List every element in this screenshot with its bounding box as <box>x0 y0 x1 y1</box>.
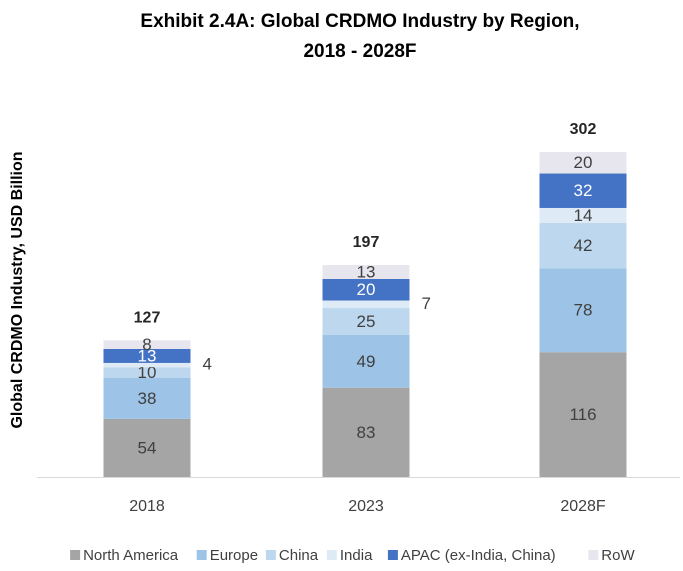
legend-label: China <box>279 547 319 564</box>
legend-swatch <box>70 550 81 560</box>
data-label: 54 <box>138 438 157 457</box>
bar-segment <box>539 152 627 174</box>
bar-segment <box>103 418 191 477</box>
data-label: 38 <box>138 389 157 408</box>
x-tick-label: 2028F <box>560 498 606 515</box>
x-tick-label: 2018 <box>129 498 165 515</box>
bar-segment <box>103 367 191 378</box>
bar-segment <box>322 264 410 279</box>
total-label: 127 <box>134 310 161 327</box>
bar-segment <box>322 387 410 477</box>
bar-segment <box>539 173 627 208</box>
data-label: 25 <box>357 312 376 331</box>
legend-label: North America <box>83 547 179 564</box>
data-label: 20 <box>357 280 376 299</box>
legend-swatch <box>387 550 398 560</box>
bar-segment <box>539 223 627 269</box>
data-label: 13 <box>138 346 157 365</box>
legend-label: RoW <box>601 547 635 564</box>
data-label: 116 <box>569 405 596 424</box>
bar-segment <box>539 352 627 477</box>
data-label: 13 <box>357 262 376 281</box>
y-axis-label: Global CRDMO Industry, USD Billion <box>9 151 26 428</box>
bar-segment <box>322 308 410 335</box>
bar-segment <box>103 348 191 363</box>
legend-swatch <box>196 550 207 560</box>
data-label: 7 <box>422 294 431 313</box>
bar-segment <box>103 377 191 419</box>
legend-label: Europe <box>210 547 258 564</box>
data-label: 4 <box>203 355 212 374</box>
total-label: 197 <box>353 234 380 251</box>
data-label: 78 <box>574 301 593 320</box>
bar-segment <box>539 268 627 353</box>
chart-title: Exhibit 2.4A: Global CRDMO Industry by R… <box>140 11 579 32</box>
bar-segment <box>103 340 191 349</box>
data-label: 42 <box>574 236 593 255</box>
data-label: 49 <box>357 352 376 371</box>
data-label: 32 <box>574 181 593 200</box>
bar-segment <box>322 334 410 388</box>
bar-segment <box>539 207 627 224</box>
chart-title: 2018 - 2028F <box>303 41 416 62</box>
data-label: 83 <box>357 423 376 442</box>
bar-segment <box>322 278 410 301</box>
x-tick-label: 2023 <box>348 498 384 515</box>
legend-swatch <box>265 550 276 560</box>
data-label: 20 <box>574 153 593 172</box>
bar-segment <box>322 300 410 309</box>
total-label: 302 <box>570 121 597 138</box>
data-label: 14 <box>574 206 593 225</box>
legend-label: APAC (ex-India, China) <box>401 547 556 564</box>
bar-segment <box>103 362 191 368</box>
data-label: 10 <box>138 363 157 382</box>
legend-swatch <box>588 550 599 560</box>
legend-swatch <box>326 550 337 560</box>
legend-label: India <box>340 547 373 564</box>
data-label: 8 <box>142 335 151 354</box>
